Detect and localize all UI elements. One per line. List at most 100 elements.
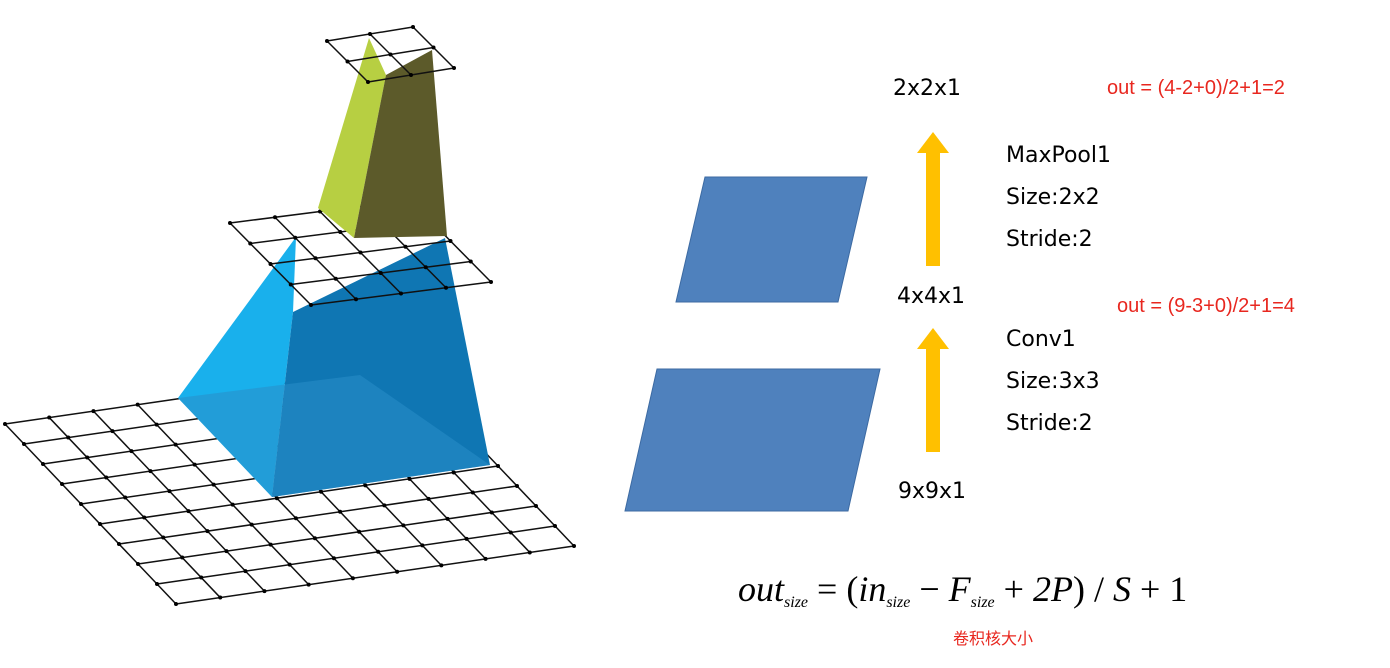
grid-node [358,250,363,255]
grid-line [48,417,221,599]
output-grid-2x2 [325,25,456,84]
grid-node [249,522,254,527]
grid-node [199,575,204,580]
grid-node [420,543,425,548]
grid-node [192,462,197,467]
conv-arrow [917,328,949,452]
conv-stride-label: Stride:2 [1006,411,1093,436]
grid-node [205,529,210,534]
formula-in: in [858,569,887,609]
grid-node [288,282,293,287]
grid-node [508,530,513,535]
formula-one: 1 [1169,569,1188,609]
grid-node [496,464,500,468]
grid-node [399,291,403,296]
pool-arrow [917,132,949,266]
pool-output-calc: out = (4-2+0)/2+1=2 [1107,77,1285,99]
receptive-field-illustration [3,25,576,606]
grid-node [483,556,488,561]
formula-out: out [738,569,785,609]
formula-in-sub: size [886,594,911,611]
grid-node [451,470,456,475]
conv-pyramid-bottom-face [178,375,490,497]
pool-name-label: MaxPool1 [1006,143,1111,168]
grid-node [91,409,96,414]
grid-node [515,484,519,488]
grid-node [129,449,134,454]
grid-line [137,404,310,586]
grid-node [243,569,248,574]
grid-node [22,442,26,446]
grid-node [338,509,343,514]
grid-node [85,455,90,460]
grid-node [338,230,343,234]
grid-node [135,402,140,407]
grid-node [382,503,387,508]
grid-node [426,496,431,501]
grid-node [357,529,362,534]
grid-node [262,589,267,594]
grid-node [431,45,436,50]
grid-node [312,536,317,541]
grid-node [155,582,159,586]
conv-size-label: Size:3x3 [1006,369,1100,394]
grid-node [154,422,159,427]
grid-node [218,595,223,600]
grid-node [104,475,109,480]
conv-output-calc: out = (9-3+0)/2+1=4 [1117,295,1295,317]
grid-node [228,221,232,225]
grid-node [470,490,475,495]
grid-node [452,66,456,70]
formula-out-sub: size [784,594,809,611]
grid-node [167,489,172,494]
formula-2p: 2P [1032,569,1073,609]
grid-node [572,544,576,548]
formula-f: F [948,569,971,609]
grid-node [319,489,324,494]
output-size-formula: outsize = (insize − Fsize + 2P) / S + 1 [738,569,1188,611]
input-dim-label: 9x9x1 [898,479,967,504]
grid-node [409,73,413,77]
grid-node [268,542,273,547]
grid-node [333,276,338,281]
grid-node [211,482,216,487]
grid-node [306,582,311,587]
feature-map-slab-upper [675,176,868,303]
conv-name-label: Conv1 [1006,327,1076,352]
grid-node [161,535,166,540]
grid-node [173,442,178,447]
grid-node [345,59,350,64]
grid-node [313,256,318,261]
pool-pyramid-front-face [354,50,447,238]
grid-node [423,265,428,270]
grid-node [79,502,83,506]
grid-node [287,562,292,567]
grid-node [527,550,532,555]
grid-node [274,496,279,501]
grid-node [331,556,336,561]
pool-size-label: Size:2x2 [1006,185,1100,210]
grid-node [403,244,408,249]
pool-pyramid-left-face [318,38,386,238]
grid-node [60,482,64,486]
grid-node [309,303,313,307]
grid-node [117,542,121,546]
grid-node [148,469,153,474]
grid-node [407,476,412,481]
grid-node [401,523,406,528]
grid-node [376,549,381,554]
grid-line [156,525,556,585]
grid-node [293,516,298,521]
grid-node [325,39,329,43]
grid-node [174,602,178,606]
output-dim-label: 2x2x1 [893,76,962,101]
grid-node [273,215,277,220]
grid-line [137,505,537,565]
grid-node [123,495,128,500]
grid-line [99,465,499,525]
grid-node [354,297,358,302]
grid-node [489,510,494,515]
grid-node [98,522,102,526]
grid-node [248,241,253,246]
